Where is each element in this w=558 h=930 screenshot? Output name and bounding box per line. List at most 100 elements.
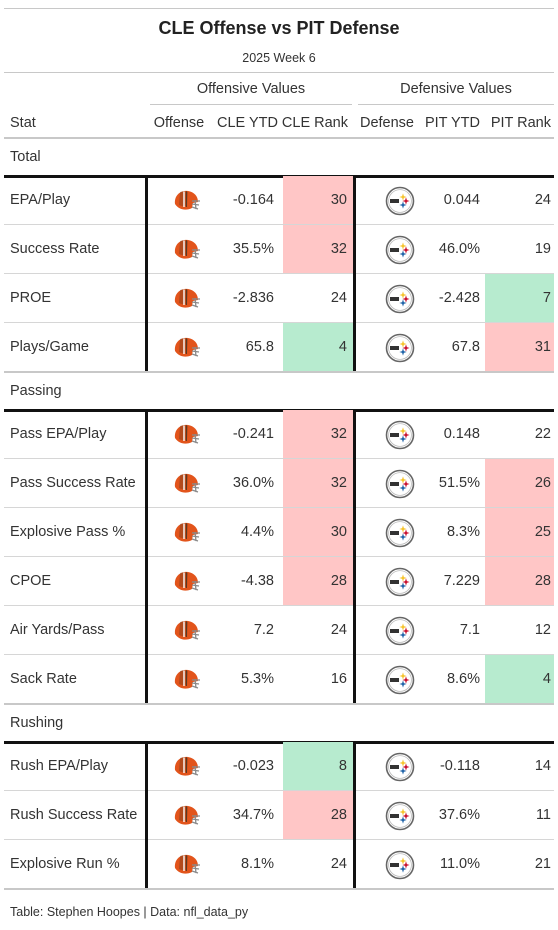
stat-name: Explosive Run % (10, 856, 120, 872)
pit-rank-value: 26 (534, 475, 551, 491)
steelers-logo-icon (385, 616, 415, 646)
stat-name: Rush Success Rate (10, 807, 138, 823)
pit-ytd-value: 67.8 (451, 339, 480, 355)
group-label: Passing (10, 383, 62, 399)
group-rule (4, 409, 554, 412)
steelers-logo-icon (385, 469, 415, 499)
row-rule (4, 322, 554, 323)
pit-ytd-value: -2.428 (438, 290, 480, 306)
cle-rank-value: 16 (330, 671, 347, 687)
browns-helmet-icon (174, 756, 200, 776)
group-rule (4, 741, 554, 744)
pit-rank-shading (485, 655, 554, 704)
browns-helmet-icon (174, 239, 200, 259)
column-header-pit-ytd: PIT YTD (424, 115, 480, 131)
cle-rank-value: 32 (330, 241, 347, 257)
pit-rank-value: 7 (542, 290, 551, 306)
pit-ytd-value: 7.229 (443, 573, 480, 589)
row-rule (4, 605, 554, 606)
cle-rank-value: 24 (330, 290, 347, 306)
cle-rank-value: 28 (330, 807, 347, 823)
table-row: Explosive Pass % 4.4% 30 8.3% 25 (4, 508, 554, 557)
offensive-values-spanner: Offensive Values (196, 81, 306, 97)
cle-rank-value: 32 (330, 475, 347, 491)
row-rule (4, 458, 554, 459)
pit-rank-value: 22 (534, 426, 551, 442)
offense-divider (145, 743, 148, 888)
table-footer: Table: Stephen Hoopes | Data: nfl_data_p… (10, 905, 249, 919)
stat-name: Pass Success Rate (10, 475, 136, 491)
top-rule (4, 8, 554, 9)
pit-rank-shading (485, 323, 554, 372)
table-row: CPOE -4.38 28 7.229 28 (4, 557, 554, 606)
table-row: Pass EPA/Play -0.241 32 0.148 22 (4, 410, 554, 459)
steelers-logo-icon (385, 850, 415, 880)
column-header-cle-rank: CLE Rank (281, 115, 348, 131)
stat-name: CPOE (10, 573, 52, 589)
cle-ytd-value: -4.38 (240, 573, 274, 589)
defense-divider (353, 743, 356, 888)
defense-divider (353, 411, 356, 703)
pit-rank-value: 25 (534, 524, 551, 540)
offensive-spanner-line (150, 104, 352, 105)
table-title: CLE Offense vs PIT Defense (158, 18, 400, 38)
column-header-defense: Defense (359, 115, 414, 131)
row-rule (4, 556, 554, 557)
steelers-logo-icon (385, 333, 415, 363)
pit-ytd-value: 0.044 (443, 192, 480, 208)
cle-ytd-value: 34.7% (232, 807, 274, 823)
column-header-cle-ytd: CLE YTD (217, 115, 278, 131)
browns-helmet-icon (174, 620, 200, 640)
column-header-rule (4, 137, 554, 139)
cle-rank-shading (283, 225, 353, 274)
cle-ytd-value: 36.0% (232, 475, 274, 491)
stat-name: Air Yards/Pass (10, 622, 105, 638)
pit-ytd-value: 51.5% (438, 475, 480, 491)
browns-helmet-icon (174, 424, 200, 444)
cle-ytd-value: -0.164 (232, 192, 274, 208)
pit-rank-shading (485, 557, 554, 606)
header-rule (4, 72, 554, 73)
cle-ytd-value: 7.2 (253, 622, 274, 638)
cle-rank-shading (283, 791, 353, 840)
table-row: Rush Success Rate 34.7% 28 37.6% 11 (4, 791, 554, 840)
table-row: Air Yards/Pass 7.2 24 7.1 12 (4, 606, 554, 655)
pit-rank-value: 12 (534, 622, 551, 638)
cle-rank-value: 24 (330, 856, 347, 872)
stat-name: Sack Rate (10, 671, 77, 687)
pit-rank-shading (485, 274, 554, 323)
browns-helmet-icon (174, 190, 200, 210)
cle-ytd-value: -0.023 (232, 758, 274, 774)
cle-rank-shading (283, 557, 353, 606)
cle-ytd-value: 8.1% (240, 856, 274, 872)
row-rule (4, 507, 554, 508)
cle-rank-value: 32 (330, 426, 347, 442)
pit-rank-value: 4 (542, 671, 551, 687)
browns-helmet-icon (174, 288, 200, 308)
browns-helmet-icon (174, 805, 200, 825)
cle-rank-value: 24 (330, 622, 347, 638)
row-rule (4, 839, 554, 840)
pit-rank-value: 19 (534, 241, 551, 257)
cle-rank-shading (283, 176, 353, 225)
browns-helmet-icon (174, 854, 200, 874)
group-label: Rushing (10, 715, 64, 731)
group-rule (4, 175, 554, 178)
pit-rank-value: 14 (534, 758, 551, 774)
stat-name: Explosive Pass % (10, 524, 126, 540)
steelers-logo-icon (385, 235, 415, 265)
steelers-logo-icon (385, 186, 415, 216)
row-rule (4, 371, 554, 373)
row-rule (4, 888, 554, 890)
pit-ytd-value: 0.148 (443, 426, 480, 442)
steelers-logo-icon (385, 420, 415, 450)
cle-rank-shading (283, 742, 353, 791)
row-rule (4, 224, 554, 225)
pit-rank-shading (485, 459, 554, 508)
steelers-logo-icon (385, 665, 415, 695)
column-header-stat: Stat (10, 115, 36, 131)
stat-name: Plays/Game (10, 339, 89, 355)
cle-rank-value: 4 (338, 339, 347, 355)
table-row: Pass Success Rate 36.0% 32 51.5% 26 (4, 459, 554, 508)
table-row: Sack Rate 5.3% 16 8.6% 4 (4, 655, 554, 704)
